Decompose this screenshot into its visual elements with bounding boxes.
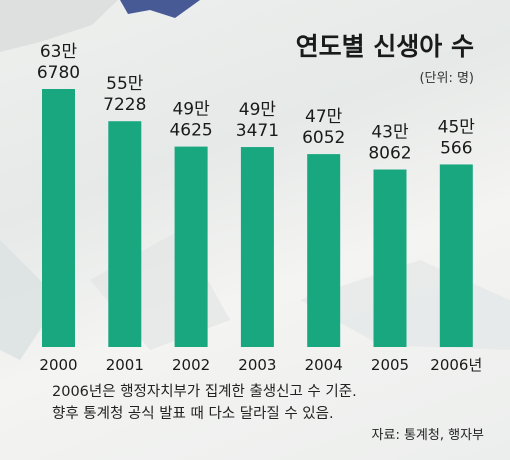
value-label-2006년-line1: 45만 bbox=[438, 117, 476, 137]
value-label-2004-line2: 6052 bbox=[302, 128, 345, 148]
value-label-2006년-line2: 566 bbox=[440, 138, 472, 158]
value-label-2003-line1: 49만 bbox=[239, 100, 277, 120]
category-label-2005: 2005 bbox=[371, 356, 409, 374]
footnote-line-2: 향후 통계청 공식 발표 때 다소 달라질 수 있음. bbox=[52, 406, 334, 422]
value-label-2002-line1: 49만 bbox=[172, 100, 210, 120]
bar-2002 bbox=[174, 146, 208, 347]
category-label-2000: 2000 bbox=[39, 356, 77, 374]
category-label-2003: 2003 bbox=[238, 356, 276, 374]
bg-shadow-left bbox=[0, 240, 60, 360]
bg-blue-fragment bbox=[120, 0, 200, 18]
bar-2006년 bbox=[439, 164, 473, 347]
category-label-2002: 2002 bbox=[172, 356, 210, 374]
value-label-2005-line2: 8062 bbox=[368, 144, 411, 164]
footnote-line-1: 2006년은 행정자치부가 집계한 출생신고 수 기준. bbox=[52, 384, 357, 400]
value-label-2004-line1: 47만 bbox=[305, 107, 343, 127]
category-label-2006년: 2006년 bbox=[430, 356, 482, 374]
value-label-2001-line1: 55만 bbox=[106, 74, 144, 94]
bar-2003 bbox=[240, 147, 274, 347]
bar-2000 bbox=[42, 89, 75, 347]
value-label-2000-line1: 63만 bbox=[40, 42, 78, 62]
value-label-2005-line1: 43만 bbox=[371, 123, 409, 143]
bar-2004 bbox=[307, 154, 341, 347]
category-label-2001: 2001 bbox=[106, 356, 144, 374]
bar-group bbox=[42, 89, 473, 347]
bar-2001 bbox=[108, 121, 142, 347]
value-label-2000-line2: 6780 bbox=[37, 63, 80, 83]
chart-title: 연도별 신생아 수 bbox=[295, 32, 474, 61]
value-label-2003-line2: 3471 bbox=[236, 121, 279, 141]
bar-2005 bbox=[373, 169, 407, 347]
category-label-2004: 2004 bbox=[305, 356, 343, 374]
source-label: 자료: 통계청, 행자부 bbox=[371, 428, 484, 443]
value-label-2002-line2: 4625 bbox=[169, 121, 212, 141]
bg-shadow-top-left bbox=[0, 0, 118, 52]
category-label-group: 2000 2001 2002 2003 2004 2005 2006년 bbox=[39, 356, 482, 374]
value-label-2001-line2: 7228 bbox=[103, 95, 146, 115]
unit-label: (단위: 명) bbox=[419, 71, 474, 86]
